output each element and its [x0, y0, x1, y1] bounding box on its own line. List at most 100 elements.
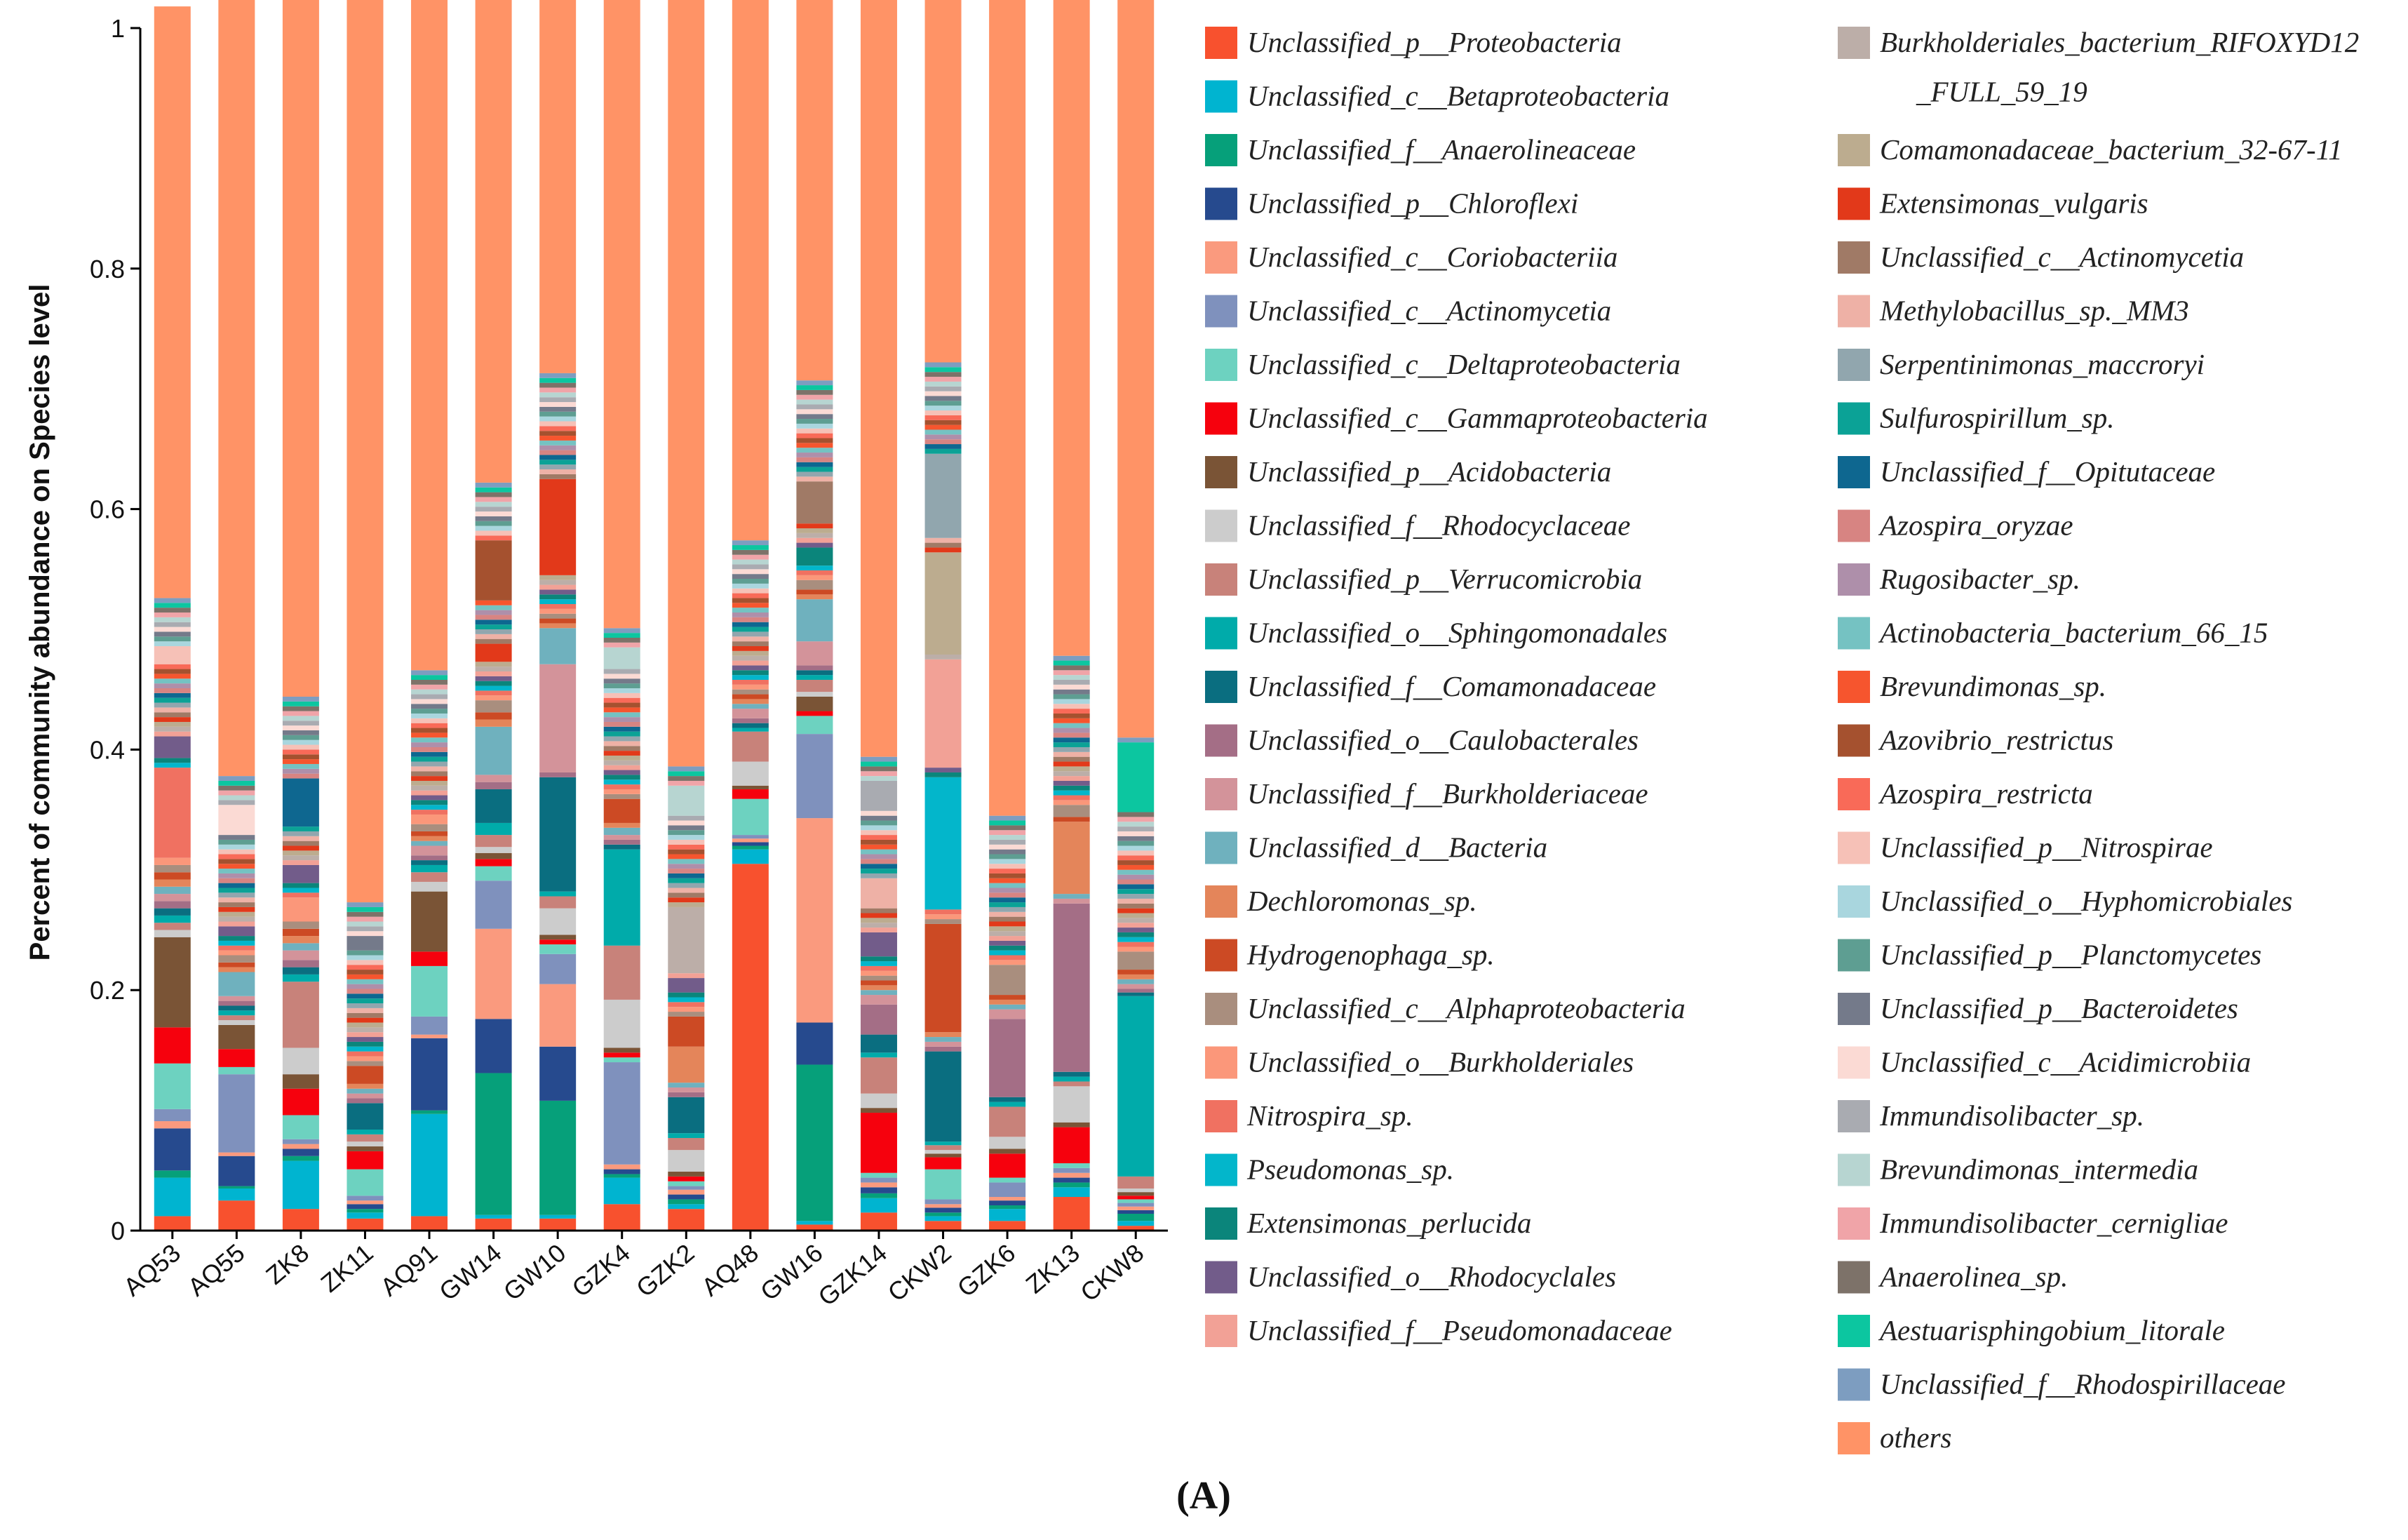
bar-segment [989, 911, 1026, 917]
bar-segment [282, 860, 319, 865]
x-tick-label: AQ91 [375, 1238, 443, 1302]
bar-segment [924, 1153, 962, 1158]
bar-segment [668, 776, 705, 781]
bar-segment [603, 789, 640, 794]
bar-segment [411, 737, 448, 743]
legend-item: Unclassified_o__Caulobacterales [1205, 724, 1639, 757]
bar-segment [1117, 996, 1155, 1177]
bar-segment [1117, 855, 1155, 861]
bar-segment [668, 1016, 705, 1047]
bar-segment [411, 864, 448, 873]
bar-segment [347, 1032, 384, 1038]
legend-item: Unclassified_f__Opitutaceae [1838, 455, 2215, 488]
bar-segment [1053, 1122, 1090, 1127]
bar-segment [282, 943, 319, 951]
bar-segment [1053, 805, 1090, 817]
bar-segment [989, 1004, 1026, 1010]
bar-segment [924, 429, 962, 435]
bar-segment [860, 864, 897, 869]
bar-segment [1117, 822, 1155, 827]
bar-segment [732, 718, 769, 723]
legend-item: Unclassified_p__Acidobacteria [1205, 455, 1611, 488]
bar-segment [475, 507, 512, 512]
bar-segment [347, 1017, 384, 1023]
bar-segment [989, 0, 1026, 816]
bar-segment [411, 824, 448, 831]
bar-segment [796, 476, 833, 482]
bar-segment [732, 549, 769, 555]
bar-segment [668, 897, 705, 903]
legend-label: Burkholderiales_bacterium_RIFOXYD12 _FULL… [1880, 26, 2359, 107]
bar-segment [1053, 1127, 1090, 1164]
bar-segment [668, 883, 705, 888]
bar-segment [603, 628, 640, 634]
bar-segment [411, 704, 448, 709]
bar-segment [347, 1003, 384, 1008]
bar-segment [154, 1063, 191, 1109]
bar-segment [411, 728, 448, 733]
bar-segment [154, 908, 191, 916]
bar-segment [1053, 1086, 1090, 1123]
bar-segment [924, 377, 962, 382]
legend-item: Aestuarisphingobium_litorale [1838, 1314, 2225, 1347]
bar-segment [924, 772, 962, 777]
legend-swatch [1838, 1046, 1870, 1079]
bar-segment [668, 1012, 705, 1017]
bar-segment [411, 684, 448, 690]
bar-segment [603, 1204, 640, 1231]
bar-segment [411, 1110, 448, 1114]
bar-segment [1053, 894, 1090, 899]
bar-segment [732, 679, 769, 685]
legend-item: Immundisolibacter_sp. [1838, 1099, 2144, 1132]
bar-segment [860, 810, 897, 816]
bar-segment [1117, 989, 1155, 993]
bar-segment [1117, 889, 1155, 895]
bar-segment [1053, 903, 1090, 1072]
bar-segment [347, 1200, 384, 1205]
bar-segment [154, 707, 191, 713]
bar-segment [603, 638, 640, 643]
bar-segment [411, 699, 448, 704]
legend-label: Brevundimonas_intermedia [1880, 1153, 2198, 1186]
bar-segment [282, 1144, 319, 1149]
bar-segment [668, 1046, 705, 1083]
bar-segment [347, 1041, 384, 1047]
bar-stack-gzk14 [860, 0, 897, 1231]
legend-swatch [1205, 617, 1237, 650]
bar-segment [347, 974, 384, 979]
bar-segment [1053, 1172, 1090, 1178]
legend-label: Unclassified_o__Hyphomicrobiales [1880, 885, 2292, 917]
legend-label-line: Burkholderiales_bacterium_RIFOXYD12 [1880, 26, 2359, 58]
bar-segment [1117, 932, 1155, 937]
bar-segment [989, 955, 1026, 960]
bar-segment [668, 1007, 705, 1012]
bar-segment [732, 603, 769, 608]
legend-swatch [1838, 993, 1870, 1025]
bar-segment [218, 1010, 255, 1016]
legend-label: Unclassified_c__Gammaproteobacteria [1247, 402, 1708, 434]
bar-segment [475, 676, 512, 681]
bar-segment [154, 688, 191, 693]
bar-segment [282, 831, 319, 836]
bar-segment [1117, 841, 1155, 846]
legend-item: Unclassified_p__Nitrospirae [1838, 831, 2213, 864]
legend-swatch [1838, 241, 1870, 274]
bar-segment [860, 1108, 897, 1113]
bar-segment [732, 689, 769, 695]
bar-segment [860, 844, 897, 850]
bar-segment [732, 842, 769, 846]
bar-segment [539, 464, 577, 470]
bar-segment [282, 826, 319, 831]
bar-segment [924, 654, 962, 659]
bar-segment [411, 1038, 448, 1111]
legend-label: Immundisolibacter_cernigliae [1879, 1207, 2228, 1239]
bar-segment [603, 741, 640, 746]
bar-stack-gw16 [796, 0, 833, 1231]
bar-segment [475, 600, 512, 605]
bar-segment [924, 914, 962, 920]
bar-segment [282, 974, 319, 982]
bar-segment [796, 675, 833, 680]
bar-segment [1117, 812, 1155, 817]
bar-segment [989, 931, 1026, 937]
